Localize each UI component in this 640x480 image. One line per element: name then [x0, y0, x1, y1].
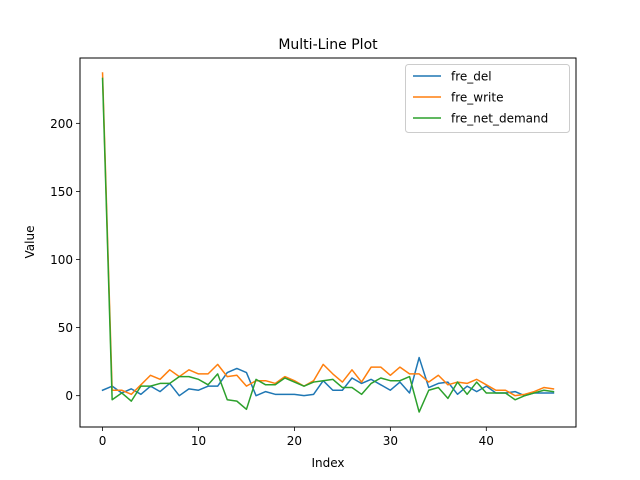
legend: fre_del fre_write fre_net_demand [406, 65, 570, 133]
y-tick-label: 200 [50, 117, 73, 131]
y-tick-label: 150 [50, 185, 73, 199]
x-tick-label: 10 [191, 434, 206, 448]
x-tick-label: 20 [287, 434, 302, 448]
y-tick-label: 0 [65, 389, 73, 403]
y-tick-label: 100 [50, 253, 73, 267]
x-tick-label: 0 [99, 434, 107, 448]
x-axis-label: Index [311, 456, 344, 470]
x-tick-label: 40 [479, 434, 494, 448]
legend-label-fre-del: fre_del [451, 70, 492, 84]
legend-label-fre-net-demand: fre_net_demand [451, 112, 548, 126]
y-axis-label: Value [23, 226, 37, 259]
legend-label-fre-write: fre_write [451, 91, 503, 105]
y-tick-label: 50 [58, 321, 73, 335]
x-tick-label: 30 [383, 434, 398, 448]
chart-title: Multi-Line Plot [278, 37, 378, 53]
